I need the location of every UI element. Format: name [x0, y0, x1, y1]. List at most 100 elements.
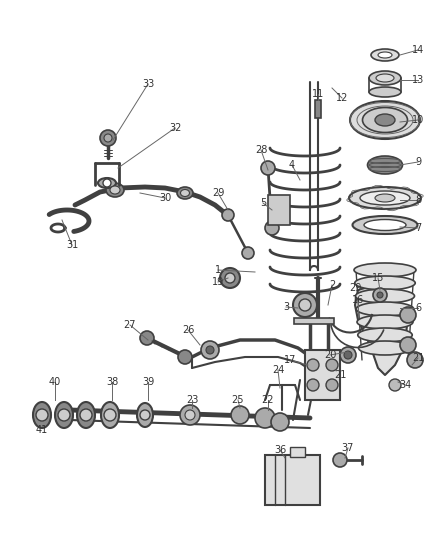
Circle shape [220, 268, 240, 288]
Text: 20: 20 [324, 350, 336, 360]
Text: 7: 7 [415, 223, 421, 233]
Bar [294, 318, 334, 324]
Text: 21: 21 [334, 370, 346, 380]
Ellipse shape [376, 74, 394, 82]
Ellipse shape [358, 341, 411, 355]
Text: 39: 39 [142, 377, 154, 387]
Text: 21: 21 [412, 353, 424, 363]
Ellipse shape [375, 194, 395, 202]
Ellipse shape [375, 114, 395, 126]
Circle shape [103, 179, 111, 187]
Ellipse shape [363, 108, 407, 133]
Ellipse shape [369, 87, 401, 97]
Ellipse shape [369, 71, 401, 85]
Circle shape [326, 379, 338, 391]
Circle shape [255, 408, 275, 428]
Text: 33: 33 [142, 79, 154, 89]
Text: 38: 38 [106, 377, 118, 387]
Circle shape [307, 379, 319, 391]
Ellipse shape [106, 183, 124, 197]
Ellipse shape [371, 49, 399, 61]
Circle shape [373, 288, 387, 302]
Ellipse shape [350, 101, 420, 139]
Ellipse shape [98, 178, 116, 188]
Text: 3: 3 [283, 302, 289, 312]
Ellipse shape [358, 328, 412, 342]
Text: 15: 15 [372, 273, 384, 283]
Circle shape [326, 359, 338, 371]
Circle shape [407, 352, 423, 368]
Text: 29: 29 [349, 283, 361, 293]
Bar [265, 455, 320, 505]
Bar [315, 100, 321, 118]
Text: 5: 5 [260, 198, 266, 208]
Text: 41: 41 [36, 425, 48, 435]
Text: 2: 2 [329, 280, 335, 290]
Circle shape [222, 209, 234, 221]
Ellipse shape [349, 187, 421, 209]
Circle shape [400, 337, 416, 353]
Polygon shape [355, 285, 408, 375]
Circle shape [389, 379, 401, 391]
Circle shape [178, 350, 192, 364]
Text: 8: 8 [415, 195, 421, 205]
Text: 6: 6 [415, 303, 421, 313]
Ellipse shape [180, 190, 190, 197]
Circle shape [400, 307, 416, 323]
Text: 31: 31 [66, 240, 78, 250]
Text: 4: 4 [289, 160, 295, 170]
Text: 11: 11 [312, 89, 324, 99]
Circle shape [293, 293, 317, 317]
Text: 26: 26 [182, 325, 194, 335]
Text: 13: 13 [412, 75, 424, 85]
Circle shape [242, 247, 254, 259]
Bar [305, 350, 340, 400]
Circle shape [261, 161, 275, 175]
Text: 24: 24 [272, 365, 284, 375]
Text: 9: 9 [415, 157, 421, 167]
Ellipse shape [367, 156, 403, 174]
Text: 28: 28 [255, 145, 267, 155]
Circle shape [340, 347, 356, 363]
Circle shape [265, 221, 279, 235]
Circle shape [299, 299, 311, 311]
Ellipse shape [360, 191, 410, 205]
Circle shape [104, 134, 112, 142]
Text: 25: 25 [232, 395, 244, 405]
Text: 32: 32 [169, 123, 181, 133]
Circle shape [231, 406, 249, 424]
Text: 23: 23 [186, 395, 198, 405]
Ellipse shape [355, 276, 415, 290]
Bar [268, 195, 290, 225]
Text: 30: 30 [159, 193, 171, 203]
Text: 14: 14 [412, 45, 424, 55]
Text: 34: 34 [399, 380, 411, 390]
Text: 27: 27 [124, 320, 136, 330]
Circle shape [58, 409, 70, 421]
Ellipse shape [110, 186, 120, 194]
Text: 16: 16 [352, 295, 364, 305]
Text: 29: 29 [212, 188, 224, 198]
Text: 1: 1 [215, 265, 221, 275]
Circle shape [377, 292, 383, 298]
Circle shape [36, 409, 48, 421]
Ellipse shape [137, 403, 153, 427]
Circle shape [344, 351, 352, 359]
Ellipse shape [357, 315, 413, 329]
Circle shape [104, 409, 116, 421]
Ellipse shape [354, 263, 416, 277]
Text: 10: 10 [412, 115, 424, 125]
Ellipse shape [177, 187, 193, 199]
Circle shape [140, 331, 154, 345]
Ellipse shape [77, 402, 95, 428]
Circle shape [225, 273, 235, 283]
Text: 37: 37 [342, 443, 354, 453]
Circle shape [80, 409, 92, 421]
Circle shape [100, 130, 116, 146]
Ellipse shape [356, 302, 414, 316]
Text: 19: 19 [212, 277, 224, 287]
Circle shape [180, 405, 200, 425]
Ellipse shape [356, 289, 414, 303]
Circle shape [140, 410, 150, 420]
Circle shape [333, 453, 347, 467]
